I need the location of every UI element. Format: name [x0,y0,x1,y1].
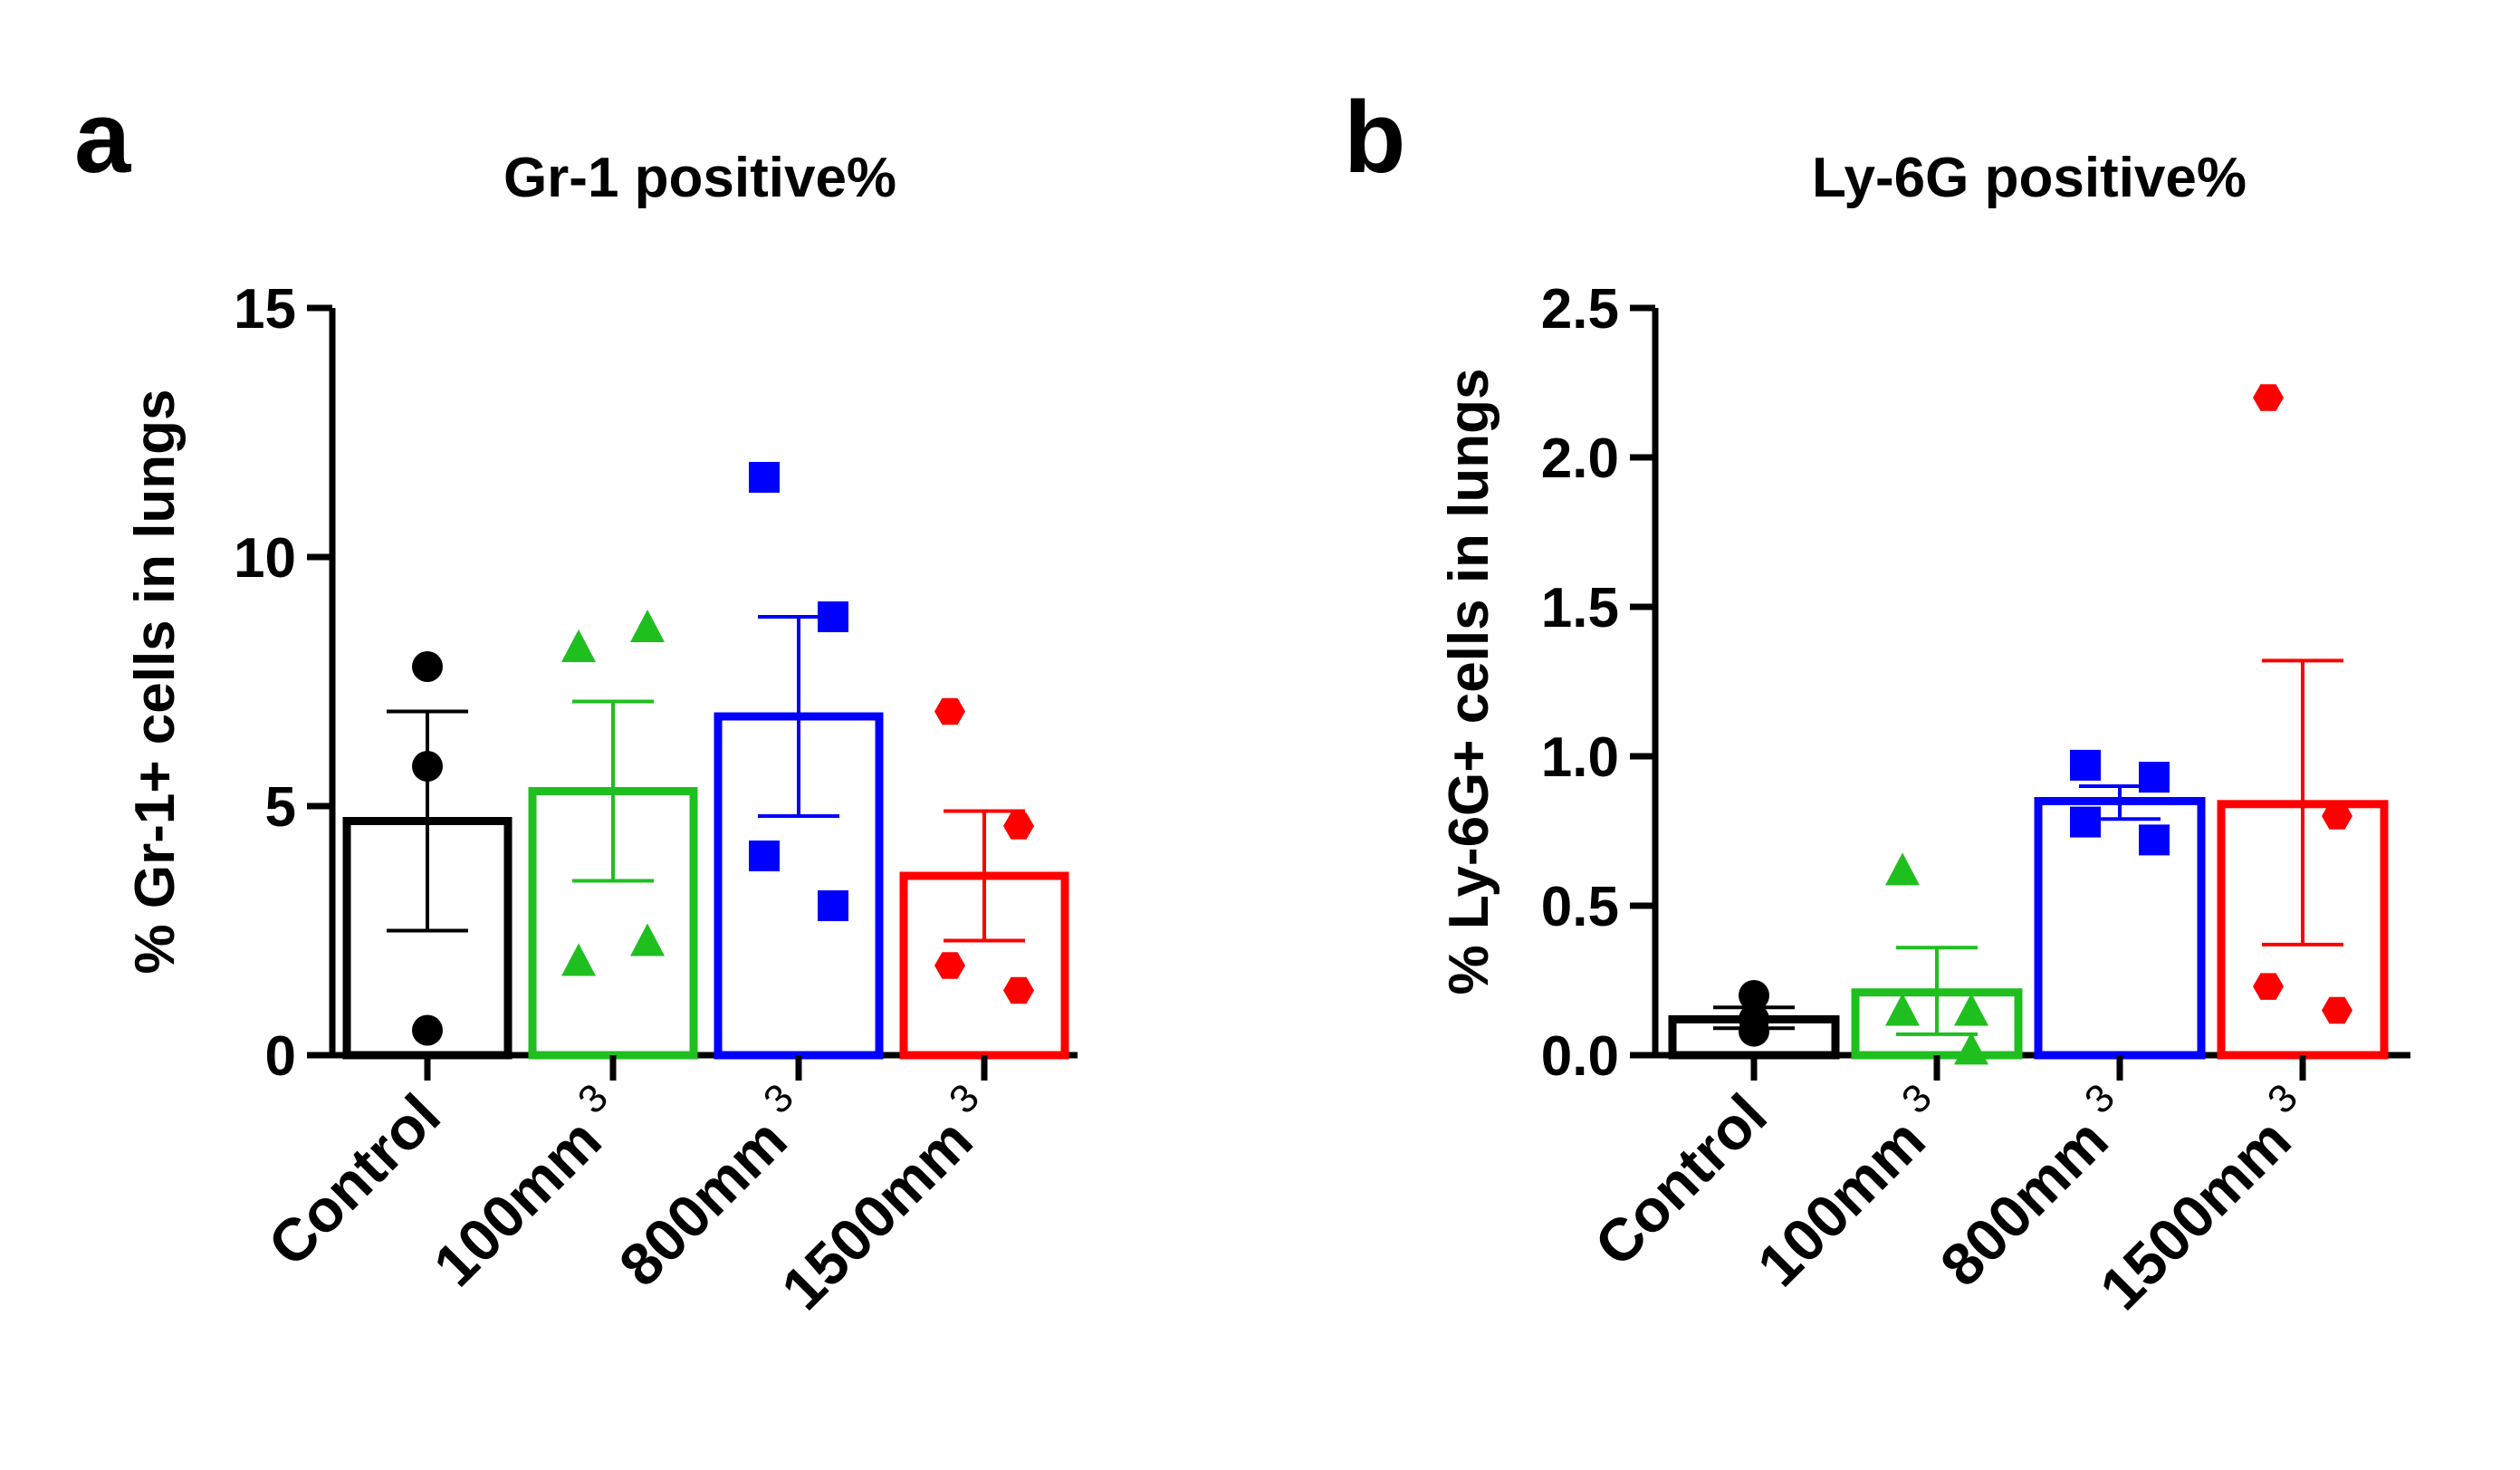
data-point [561,943,596,976]
y-tick-label: 2.5 [1541,278,1619,341]
data-point [1003,812,1034,840]
data-point [2322,802,2352,830]
panel-letter: b [1344,81,1405,194]
data-point [1739,1015,1769,1047]
y-tick-label: 15 [234,278,296,341]
data-point [2253,973,2284,1000]
data-point [412,651,443,682]
data-point [2139,824,2170,856]
data-point [1739,980,1769,1011]
chart-title: Gr-1 positive% [503,147,896,209]
chart-title: Ly-6G positive% [1812,147,2247,209]
y-tick-label: 0.5 [1541,876,1619,938]
panel-a: a Gr-1 positive% % Gr-1+ cells in lungs 0 5 1… [74,81,1078,1322]
panel-letter: a [74,81,131,194]
data-point [1885,852,1920,886]
data-point [1885,993,1920,1026]
y-tick-label: 1.5 [1541,577,1619,639]
data-point [2253,384,2284,411]
y-tick-label: 10 [234,527,296,590]
x-tick-label: 100mm3 [1739,1075,1962,1299]
bar [2034,797,2206,1060]
x-tick-label: 1500mm3 [2081,1075,2328,1322]
data-point [630,923,665,956]
data-point [630,610,665,642]
data-point [749,462,780,493]
data-point [2070,749,2101,781]
data-point [412,751,443,782]
data-point [1003,976,1034,1004]
y-axis-label: % Gr-1+ cells in lungs [124,389,187,974]
y-tick-label: 1.0 [1541,726,1619,789]
data-point [818,601,848,632]
data-point [561,629,596,662]
x-tick-label: 1500mm3 [762,1075,1010,1322]
x-tick-label: 100mm3 [415,1075,638,1299]
data-point [1954,993,1988,1026]
data-point [934,697,965,725]
data-point [412,1014,443,1046]
y-axis-label: % Ly-6G+ cells in lungs [1438,369,1500,995]
y-tick-label: 0 [265,1025,296,1088]
y-tick-label: 0.0 [1541,1025,1619,1088]
y-tick-label: 2.0 [1541,428,1619,490]
y-tick-label: 5 [265,776,296,839]
data-point [818,890,848,921]
data-point [1954,1032,1988,1065]
panel-b: b Ly-6G positive% % Ly-6G+ cells in lungs 0… [1344,81,2410,1322]
data-point [934,952,965,979]
data-point [2322,996,2352,1024]
data-point [749,841,780,871]
data-point [2070,806,2101,838]
data-point [2139,762,2170,793]
